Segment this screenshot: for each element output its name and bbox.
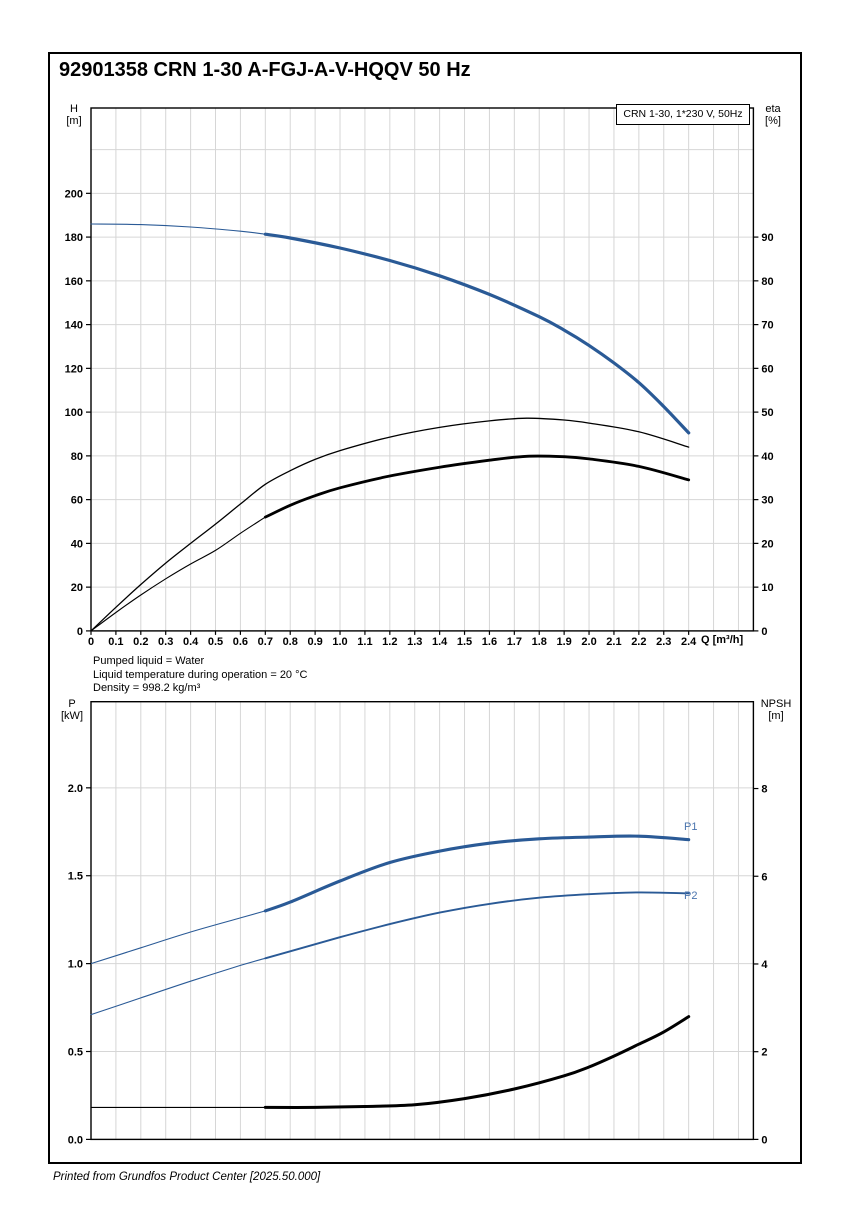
x-tick-label: 1.5	[457, 636, 472, 648]
x-tick-label: 2.1	[606, 636, 621, 648]
x-tick-label: 1.3	[407, 636, 422, 648]
page-border	[48, 52, 802, 1164]
right-tick-label: 20	[761, 538, 773, 550]
left-tick-label: 0.0	[68, 1134, 83, 1146]
left-tick-label: 0	[77, 626, 83, 638]
x-tick-label: 0.5	[208, 636, 223, 648]
curve-p1-curve-bold	[263, 834, 691, 913]
right-tick-label: 10	[761, 582, 773, 594]
info-line-pumped-liquid: Pumped liquid = Water	[93, 655, 205, 667]
left-tick-label: 120	[65, 363, 83, 375]
page-footer: Printed from Grundfos Product Center [20…	[53, 1171, 321, 1183]
right-tick-label: 8	[761, 784, 767, 796]
head-axis-unit-label: H [m]	[66, 103, 82, 127]
curve-p2-curve-bold	[264, 891, 690, 960]
curve-p1-curve-thin	[90, 910, 266, 965]
curve-p2-curve-thin	[90, 957, 266, 1016]
right-tick-label: 2	[761, 1047, 767, 1059]
eta-axis-unit-label: eta [%]	[765, 103, 781, 127]
right-tick-label: 4	[761, 959, 768, 971]
curve-head-curve-bold	[263, 232, 691, 435]
page-title: 92901358 CRN 1-30 A-FGJ-A-V-HQQV 50 Hz	[59, 59, 471, 81]
left-tick-label: 40	[71, 538, 83, 550]
curve-eta-total-curve-bold	[263, 454, 691, 519]
x-tick-label: 1.8	[532, 636, 547, 648]
x-tick-label: 2.3	[656, 636, 671, 648]
left-tick-label: 140	[65, 320, 83, 332]
left-tick-label: 1.0	[68, 959, 83, 971]
x-tick-label: 1.4	[432, 636, 448, 648]
right-tick-label: 6	[761, 871, 767, 883]
curve-npsh-curve-bold	[263, 1015, 691, 1109]
right-tick-label: 40	[761, 451, 773, 463]
x-tick-label: 0.4	[183, 636, 199, 648]
flow-axis-unit-label: Q [m³/h]	[701, 634, 744, 646]
x-tick-label: 1.7	[507, 636, 522, 648]
left-tick-label: 2.0	[68, 783, 83, 795]
x-tick-label: 1.9	[556, 636, 571, 648]
x-tick-label: 1.1	[357, 636, 372, 648]
x-tick-label: 2.2	[631, 636, 646, 648]
left-tick-label: 1.5	[68, 871, 83, 883]
x-tick-label: 2.4	[681, 636, 697, 648]
right-tick-label: 80	[761, 276, 773, 288]
info-line-temperature: Liquid temperature during operation = 20…	[93, 668, 308, 681]
x-tick-label: 0.8	[283, 636, 298, 648]
right-tick-label: 30	[761, 495, 773, 507]
right-tick-label: 50	[761, 407, 773, 419]
curve-eta-total-curve-thin	[90, 516, 266, 632]
info-line-density: Density = 998.2 kg/m³	[93, 682, 201, 694]
right-tick-label: 70	[761, 320, 773, 332]
left-tick-label: 160	[65, 276, 83, 288]
x-tick-label: 0	[88, 636, 94, 648]
x-tick-label: 0.7	[258, 636, 273, 648]
x-tick-label: 0.3	[158, 636, 173, 648]
x-tick-label: 0.1	[108, 636, 123, 648]
power-axis-unit-label: P [kW]	[61, 698, 83, 722]
left-tick-label: 100	[65, 407, 83, 419]
p2-curve-label: P2	[684, 890, 698, 902]
left-tick-label: 20	[71, 582, 83, 594]
left-tick-label: 80	[71, 451, 83, 463]
curve-eta-pump-curve	[90, 417, 690, 632]
curve-head-curve-thin	[90, 223, 266, 235]
right-tick-label: 0	[761, 626, 767, 638]
x-tick-label: 0.9	[307, 636, 322, 648]
left-tick-label: 0.5	[68, 1047, 83, 1059]
x-tick-label: 0.2	[133, 636, 148, 648]
chart-legend: CRN 1-30, 1*230 V, 50Hz	[616, 104, 750, 125]
x-tick-label: 0.6	[233, 636, 248, 648]
x-tick-label: 1.6	[482, 636, 497, 648]
right-tick-label: 90	[761, 232, 773, 244]
plot-frame	[90, 701, 755, 1141]
npsh-axis-unit-label: NPSH [m]	[760, 698, 792, 722]
left-tick-label: 180	[65, 232, 83, 244]
liquid-info-block: Pumped liquid = Water Liquid temperature…	[93, 655, 307, 696]
plot-frame	[90, 107, 755, 632]
x-tick-label: 1.0	[332, 636, 347, 648]
p1-curve-label: P1	[684, 821, 698, 833]
left-tick-label: 200	[65, 188, 83, 200]
x-tick-label: 1.2	[382, 636, 397, 648]
right-tick-label: 60	[761, 363, 773, 375]
x-tick-label: 2.0	[581, 636, 596, 648]
right-tick-label: 0	[761, 1134, 767, 1146]
left-tick-label: 60	[71, 495, 83, 507]
